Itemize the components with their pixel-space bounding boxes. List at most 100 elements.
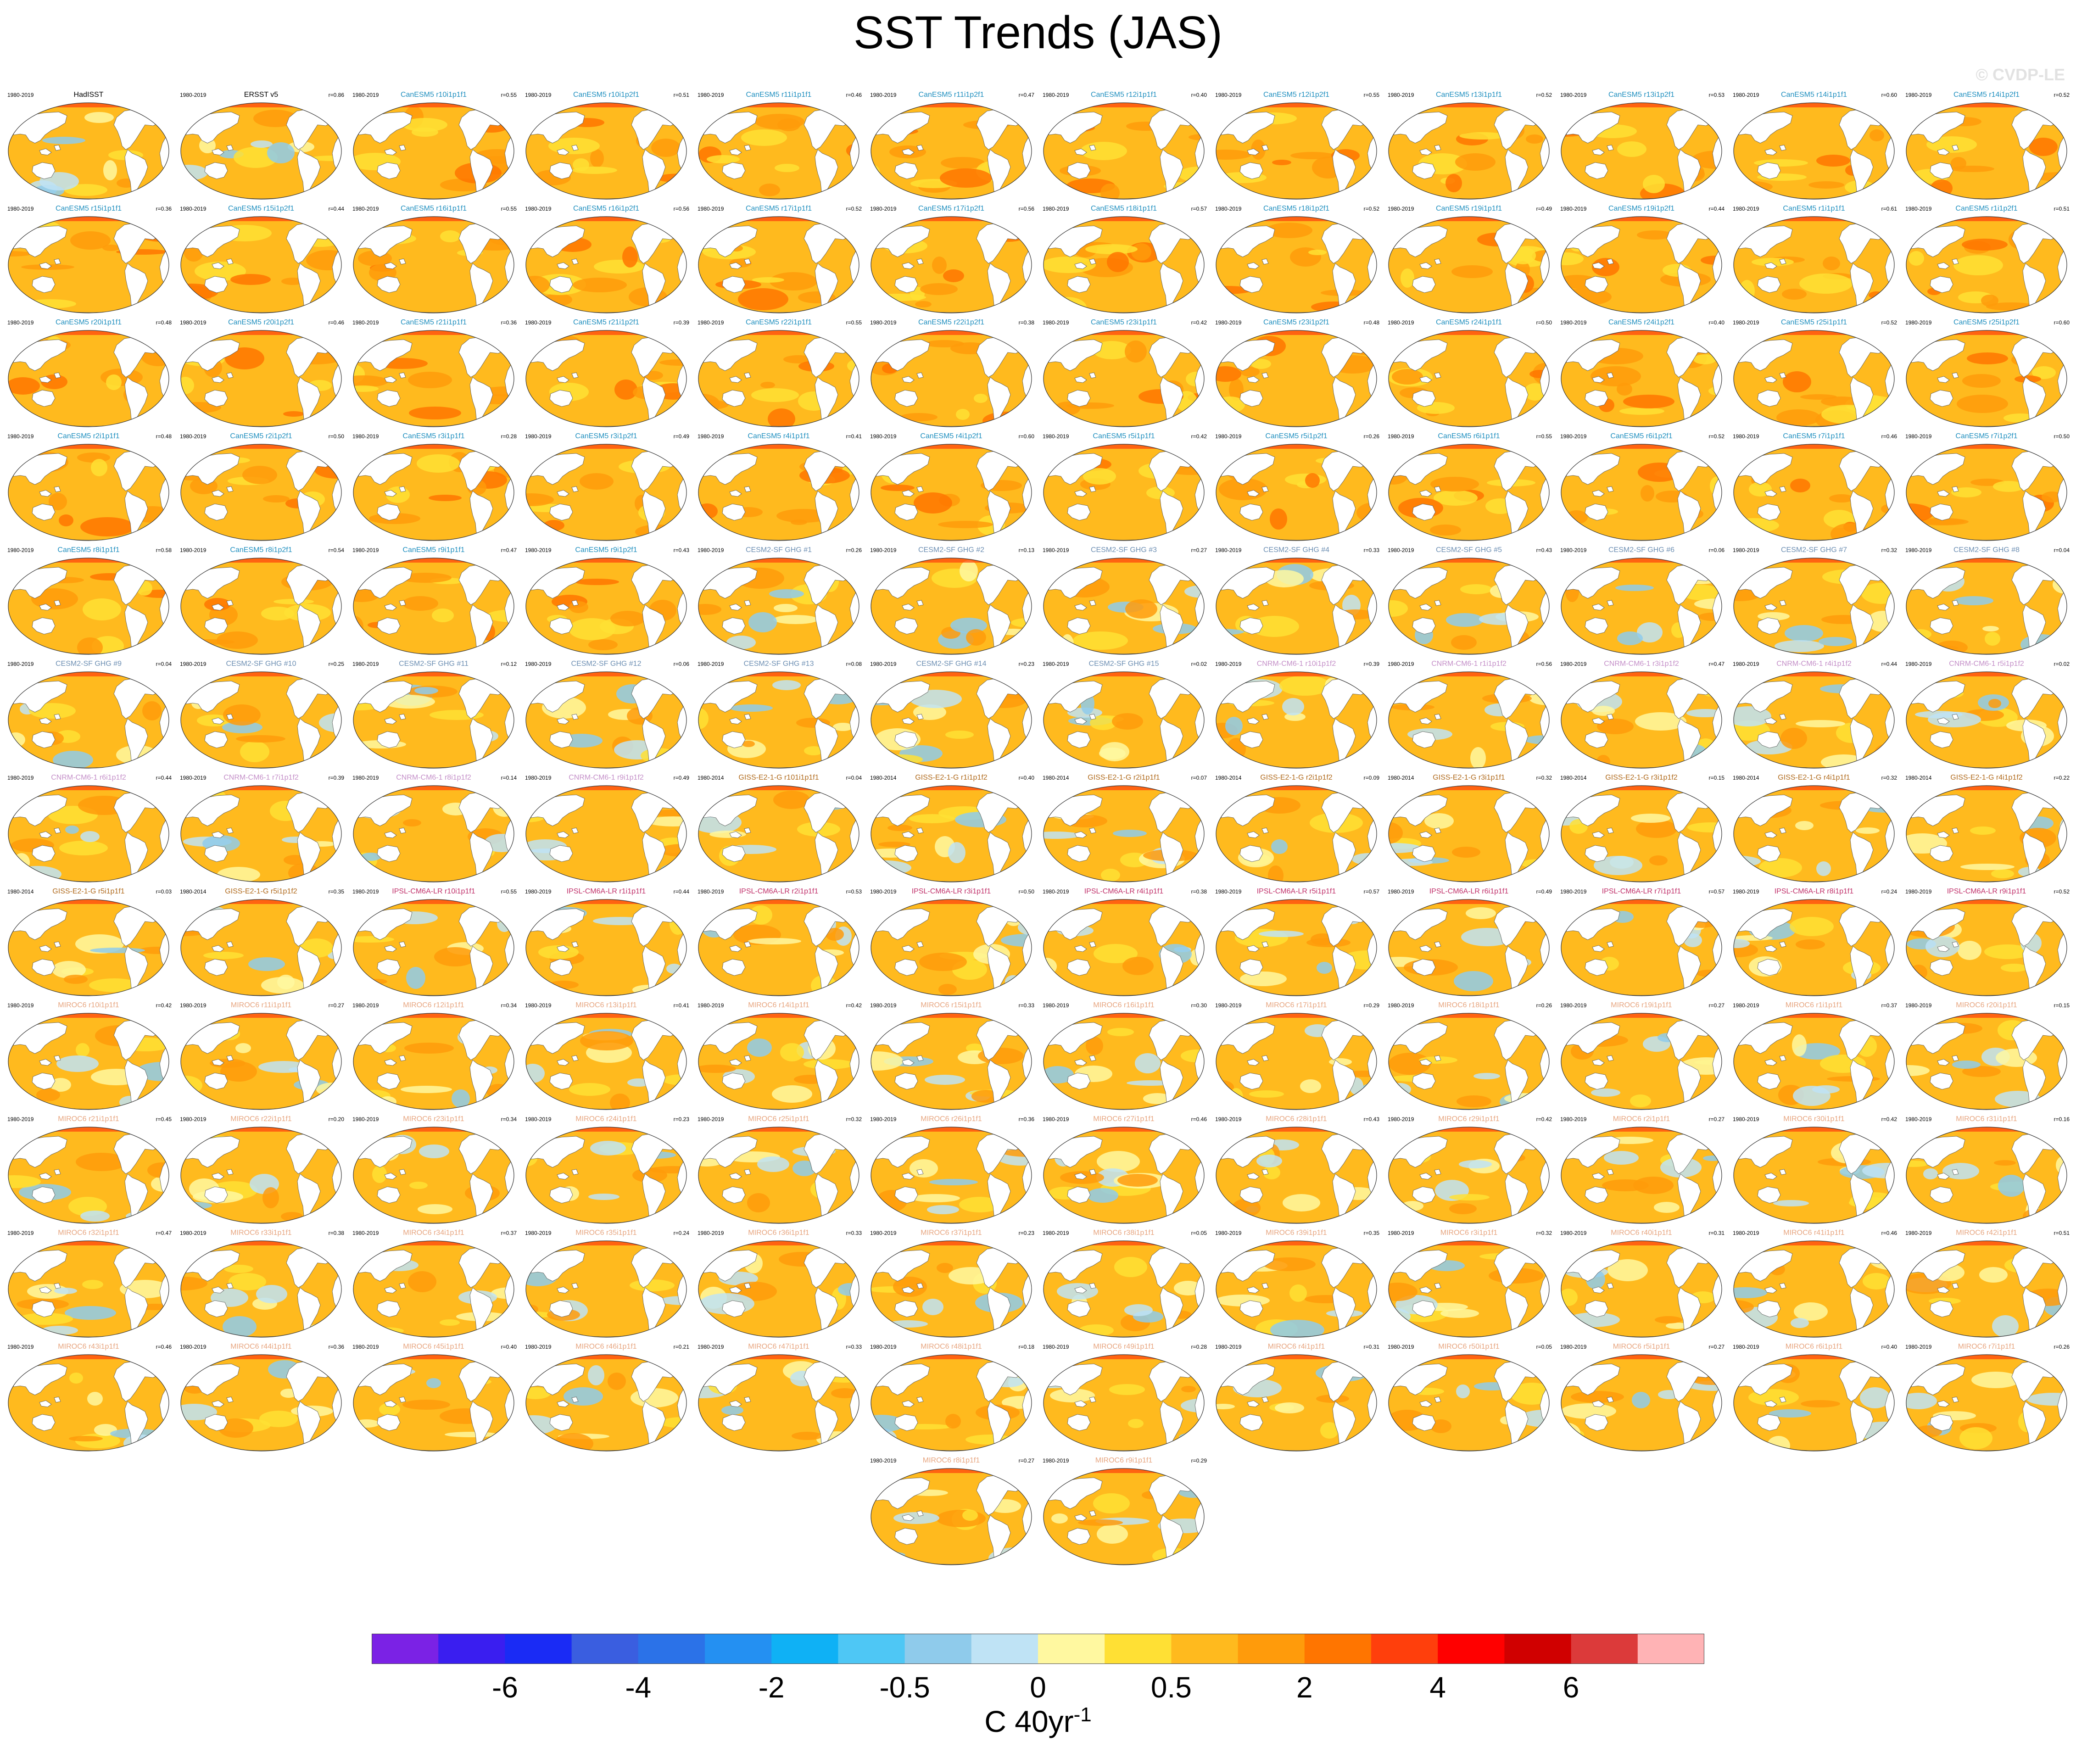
map-panel: 1980-2019 CanESM5 r19i1p1f1 r=0.49	[1384, 204, 1554, 317]
panel-title: MIROC6 r37i1p1f1	[921, 1229, 982, 1237]
map-panel: 1980-2019 MIROC6 r6i1p1f1 r=0.40	[1729, 1342, 1899, 1455]
panel-period: 1980-2019	[1560, 92, 1587, 98]
units-exponent: -1	[1073, 1703, 1092, 1726]
panel-correlation: r=0.52	[1536, 92, 1552, 98]
sst-trend-map	[871, 899, 1032, 996]
panel-period: 1980-2019	[698, 888, 724, 895]
panel-correlation: r=0.50	[2054, 433, 2070, 440]
panel-period: 1980-2019	[870, 92, 897, 98]
map-panel: 1980-2019 MIROC6 r43i1p1f1 r=0.46	[4, 1342, 173, 1455]
panel-period: 1980-2019	[7, 547, 34, 553]
panel-period: 1980-2019	[7, 433, 34, 440]
map-panel: 1980-2019 MIROC6 r15i1p1f1 r=0.33	[866, 1000, 1036, 1113]
map-panel: 1980-2019 CNRM-CM6-1 r8i1p1f2 r=0.14	[349, 773, 519, 886]
panel-correlation: r=0.12	[501, 661, 517, 667]
panel-title: CESM2-SF GHG #15	[1088, 660, 1159, 668]
panel-title: GISS-E2-1-G r4i1p1f1	[1778, 774, 1850, 782]
sst-trend-map	[8, 1013, 169, 1110]
panel-title: CanESM5 r18i1p1f1	[1090, 205, 1157, 212]
panel-header: 1980-2019 CanESM5 r13i1p1f1 r=0.52	[1384, 90, 1554, 102]
panel-header: 1980-2019 MIROC6 r45i1p1f1 r=0.40	[349, 1342, 519, 1354]
panel-period: 1980-2019	[1215, 1116, 1242, 1122]
panel-title: CanESM5 r6i1p1f1	[1438, 432, 1500, 440]
panel-correlation: r=0.38	[328, 1230, 344, 1236]
panel-title: CanESM5 r3i1p1f1	[402, 432, 465, 440]
panel-title: CNRM-CM6-1 r1i1p1f2	[1431, 660, 1507, 668]
panel-correlation: r=0.31	[1708, 1230, 1724, 1236]
map-panel: 1980-2019 MIROC6 r20i1p1f1 r=0.15	[1902, 1000, 2071, 1113]
panel-correlation: r=0.42	[156, 1002, 172, 1009]
map-panel: 1980-2019 MIROC6 r50i1p1f1 r=0.05	[1384, 1342, 1554, 1455]
panel-title: CanESM5 r16i1p2f1	[573, 205, 640, 212]
panel-header: 1980-2019 HadISST	[4, 90, 173, 102]
panel-period: 1980-2019	[525, 1002, 552, 1009]
panel-header: 1980-2019 MIROC6 r37i1p1f1 r=0.23	[866, 1228, 1036, 1240]
sst-trend-map	[180, 216, 342, 313]
panel-title: CanESM5 r8i1p1f1	[57, 546, 120, 554]
panel-header: 1980-2014 GISS-E2-1-G r3i1p1f2 r=0.15	[1557, 773, 1726, 785]
panel-correlation: r=0.29	[1191, 1457, 1207, 1464]
colorbar	[372, 1634, 1705, 1664]
panel-period: 1980-2019	[7, 319, 34, 326]
colorbar-swatch	[505, 1634, 572, 1664]
panel-correlation: r=0.32	[1536, 775, 1552, 781]
panel-period: 1980-2019	[525, 547, 552, 553]
panel-title: MIROC6 r4i1p1f1	[1267, 1343, 1325, 1351]
panel-title: CanESM5 r17i1p1f1	[745, 205, 812, 212]
panel-period: 1980-2019	[1733, 92, 1759, 98]
sst-trend-map	[698, 216, 859, 313]
panel-period: 1980-2019	[352, 1344, 379, 1350]
panel-header: 1980-2019 CanESM5 r10i1p1f1 r=0.55	[349, 90, 519, 102]
panel-period: 1980-2019	[698, 1116, 724, 1122]
panel-title: CanESM5 r1i1p1f1	[1783, 205, 1845, 212]
panel-correlation: r=0.52	[1708, 433, 1724, 440]
sst-trend-map	[8, 1127, 169, 1224]
panel-correlation: r=0.54	[328, 547, 344, 553]
panel-title: MIROC6 r38i1p1f1	[1093, 1229, 1155, 1237]
panel-correlation: r=0.32	[1536, 1230, 1552, 1236]
panel-correlation: r=0.50	[328, 433, 344, 440]
panel-period: 1980-2019	[1043, 1230, 1069, 1236]
panel-title: MIROC6 r39i1p1f1	[1266, 1229, 1327, 1237]
panel-title: CanESM5 r19i1p2f1	[1608, 205, 1675, 212]
panel-period: 1980-2019	[180, 319, 206, 326]
panel-correlation: r=0.33	[1018, 1002, 1034, 1009]
sst-trend-map	[871, 330, 1032, 427]
colorbar-swatch	[971, 1634, 1038, 1664]
panel-correlation: r=0.38	[1191, 888, 1207, 895]
panel-correlation: r=0.32	[1881, 547, 1897, 553]
map-panel: 1980-2019 CESM2-SF GHG #7 r=0.32	[1729, 545, 1899, 658]
panel-correlation: r=0.04	[156, 661, 172, 667]
sst-trend-map	[1906, 102, 2067, 200]
map-panel: 1980-2014 GISS-E2-1-G r101i1p1f1 r=0.04	[694, 773, 864, 886]
panel-period: 1980-2019	[698, 92, 724, 98]
panel-header: 1980-2019 MIROC6 r17i1p1f1 r=0.29	[1211, 1000, 1381, 1012]
panel-title: CanESM5 r11i1p1f1	[746, 91, 812, 99]
panel-period: 1980-2019	[180, 1344, 206, 1350]
map-panel: 1980-2019 MIROC6 r1i1p1f1 r=0.37	[1729, 1000, 1899, 1113]
panel-correlation: r=0.24	[673, 1230, 689, 1236]
panel-period: 1980-2019	[180, 1116, 206, 1122]
panel-header: 1980-2019 CanESM5 r15i1p2f1 r=0.44	[176, 204, 346, 216]
sst-trend-map	[1216, 1354, 1377, 1451]
colorbar-tick-label: 0.5	[1150, 1671, 1192, 1704]
panel-header: 1980-2019 CESM2-SF GHG #7 r=0.32	[1729, 545, 1899, 557]
panel-correlation: r=0.14	[501, 775, 517, 781]
map-panel: 1980-2019 MIROC6 r35i1p1f1 r=0.24	[521, 1228, 691, 1341]
map-panel: 1980-2019 CanESM5 r14i1p1f1 r=0.60	[1729, 90, 1899, 203]
panel-period: 1980-2019	[1215, 661, 1242, 667]
panel-correlation: r=0.44	[1708, 206, 1724, 212]
map-panel: 1980-2019 MIROC6 r47i1p1f1 r=0.33	[694, 1342, 864, 1455]
panel-correlation: r=0.13	[1018, 547, 1034, 553]
map-panel: 1980-2019 CNRM-CM6-1 r6i1p1f2 r=0.44	[4, 773, 173, 886]
panel-header: 1980-2014 GISS-E2-1-G r101i1p1f1 r=0.04	[694, 773, 864, 785]
panel-correlation: r=0.49	[1536, 206, 1552, 212]
panel-correlation: r=0.49	[673, 775, 689, 781]
panel-header: 1980-2019 CESM2-SF GHG #4 r=0.33	[1211, 545, 1381, 557]
map-panel: 1980-2019 CanESM5 r15i1p2f1 r=0.44	[176, 204, 346, 317]
panel-correlation: r=0.47	[156, 1230, 172, 1236]
panel-title: CanESM5 r14i1p1f1	[1780, 91, 1847, 99]
panel-title: MIROC6 r31i1p1f1	[1956, 1115, 2017, 1123]
panel-period: 1980-2014	[1388, 775, 1414, 781]
map-panel: 1980-2019 IPSL-CM6A-LR r10i1p1f1 r=0.55	[349, 887, 519, 999]
